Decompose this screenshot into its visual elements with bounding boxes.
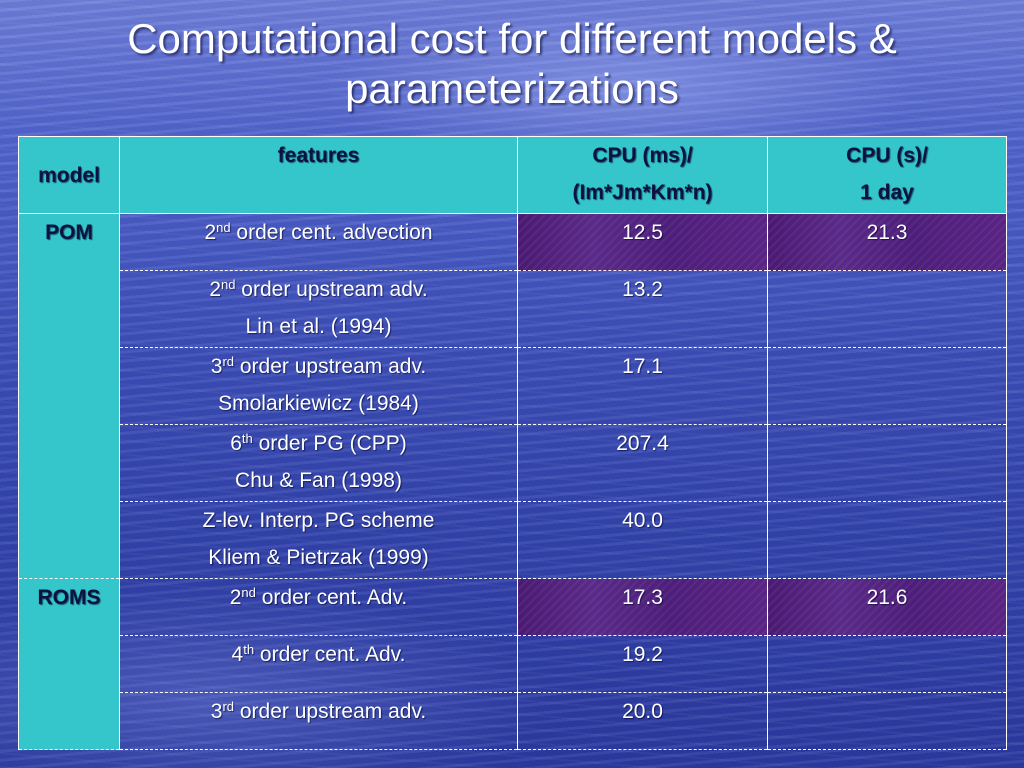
- table-row: Z-lev. Interp. PG scheme Kliem & Pietrza…: [19, 501, 1007, 579]
- table-row: 4th order cent. Adv. 19.2: [19, 635, 1007, 693]
- cost-table: model features CPU (ms)/ (Im*Jm*Km*n) CP…: [18, 136, 1007, 750]
- table-row: 2nd order upstream adv. Lin et al. (1994…: [19, 270, 1007, 348]
- header-features: features: [119, 136, 518, 214]
- cpu-ms-cell: 19.2: [517, 635, 768, 693]
- title-line-2: parameterizations: [345, 65, 679, 112]
- cpu-ms-cell: 20.0: [517, 692, 768, 750]
- feature-cell: 4th order cent. Adv.: [119, 635, 518, 693]
- cpu-ms-cell: 40.0: [517, 501, 768, 579]
- table-row: 3rd order upstream adv. Smolarkiewicz (1…: [19, 347, 1007, 425]
- cpu-ms-cell: 17.1: [517, 347, 768, 425]
- feature-cell: 3rd order upstream adv.: [119, 692, 518, 750]
- table-row: ROMS 2nd order cent. Adv. 17.3 21.6: [18, 578, 1007, 750]
- model-cell-roms: ROMS: [18, 578, 120, 750]
- header-cpu-s-line2: 1 day: [860, 181, 914, 204]
- model-cell-pom: POM: [18, 213, 120, 579]
- cpu-s-cell: [767, 692, 1007, 750]
- table-row: 3rd order upstream adv. 20.0: [19, 692, 1007, 750]
- header-cpu-ms-line2: (Im*Jm*Km*n): [572, 181, 713, 204]
- table-row: POM 2nd order cent. advection 12.5 21.3: [18, 213, 1007, 579]
- cpu-s-cell: 21.3: [767, 213, 1007, 271]
- feature-cell: 2nd order upstream adv. Lin et al. (1994…: [119, 270, 518, 348]
- feature-cell: 6th order PG (CPP) Chu & Fan (1998): [119, 424, 518, 502]
- feature-cell: 2nd order cent. Adv.: [119, 578, 518, 636]
- cpu-ms-cell: 207.4: [517, 424, 768, 502]
- header-cpu-s: CPU (s)/ 1 day: [767, 136, 1007, 214]
- cpu-s-cell: 21.6: [767, 578, 1007, 636]
- cpu-ms-cell: 12.5: [517, 213, 768, 271]
- feature-cell: 3rd order upstream adv. Smolarkiewicz (1…: [119, 347, 518, 425]
- header-cpu-s-line1: CPU (s)/: [846, 144, 928, 167]
- table-row: 6th order PG (CPP) Chu & Fan (1998) 207.…: [19, 424, 1007, 502]
- header-model: model: [18, 136, 120, 214]
- cpu-s-cell: [767, 635, 1007, 693]
- cpu-s-cell: [767, 501, 1007, 579]
- header-row: model features CPU (ms)/ (Im*Jm*Km*n) CP…: [18, 136, 1007, 214]
- header-cpu-ms: CPU (ms)/ (Im*Jm*Km*n): [517, 136, 768, 214]
- header-cpu-ms-line1: CPU (ms)/: [592, 144, 693, 167]
- slide-title: Computational cost for different models …: [0, 14, 1024, 114]
- cpu-s-cell: [767, 270, 1007, 348]
- feature-cell: Z-lev. Interp. PG scheme Kliem & Pietrza…: [119, 501, 518, 579]
- cpu-ms-cell: 13.2: [517, 270, 768, 348]
- cpu-s-cell: [767, 424, 1007, 502]
- title-line-1: Computational cost for different models …: [127, 15, 897, 62]
- feature-cell: 2nd order cent. advection: [119, 213, 518, 271]
- cpu-ms-cell: 17.3: [517, 578, 768, 636]
- cpu-s-cell: [767, 347, 1007, 425]
